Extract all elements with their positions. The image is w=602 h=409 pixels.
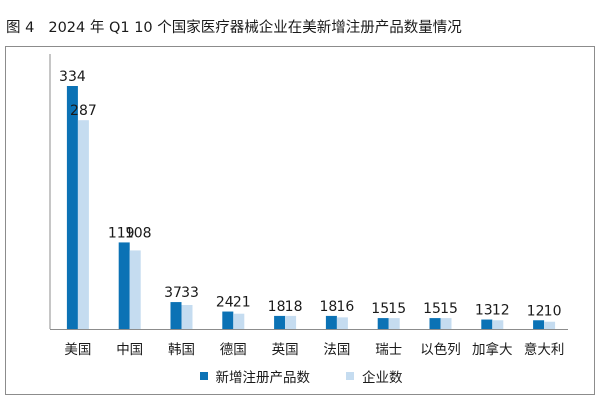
bar-新增注册产品数-加拿大 (481, 319, 493, 329)
x-tick-label-德国: 德国 (220, 342, 247, 358)
bar-企业数-英国 (285, 315, 297, 329)
data-label-series-2-美国: 287 (70, 103, 97, 119)
bar-新增注册产品数-美国 (66, 86, 78, 329)
data-label-series-1-以色列: 15 (423, 301, 441, 317)
bar-企业数-德国 (233, 313, 245, 329)
data-label-series-1-中国: 119 (108, 225, 135, 241)
data-label-series-1-加拿大: 13 (475, 303, 493, 319)
data-label-series-1-德国: 24 (216, 295, 234, 311)
data-label-series-1-法国: 18 (319, 299, 337, 315)
bar-企业数-韩国 (181, 304, 193, 329)
chart-legend: 新增注册产品数 企业数 (0, 366, 602, 386)
bar-企业数-中国 (129, 250, 141, 329)
figure-caption: 图 4 2024 年 Q1 10 个国家医疗器械企业在美新增注册产品数量情况 (6, 18, 462, 38)
data-label-series-1-美国: 334 (59, 69, 86, 85)
legend-label-series-2: 企业数 (362, 370, 403, 386)
bar-新增注册产品数-意大利 (533, 320, 545, 329)
legend-item-series-2: 企业数 (346, 366, 403, 386)
bar-新增注册产品数-德国 (222, 311, 234, 329)
bar-企业数-加拿大 (492, 320, 504, 329)
figure-number: 图 4 (6, 20, 35, 36)
figure-title: 2024 年 Q1 10 个国家医疗器械企业在美新增注册产品数量情况 (48, 20, 462, 36)
x-tick-label-英国: 英国 (272, 341, 299, 358)
x-tick-label-法国: 法国 (323, 342, 350, 358)
bar-企业数-以色列 (440, 318, 452, 329)
data-label-series-1-韩国: 37 (164, 285, 182, 301)
legend-swatch-series-2 (346, 372, 354, 380)
data-label-series-2-意大利: 10 (544, 303, 562, 319)
legend-label-series-1: 新增注册产品数 (215, 370, 311, 386)
data-label-series-2-以色列: 15 (440, 301, 458, 317)
x-tick-label-意大利: 意大利 (524, 341, 565, 358)
bar-新增注册产品数-法国 (325, 315, 337, 329)
data-label-series-2-德国: 21 (233, 295, 251, 311)
data-label-series-1-意大利: 12 (527, 303, 545, 319)
data-label-series-2-瑞士: 15 (388, 301, 406, 317)
data-label-series-2-加拿大: 12 (492, 303, 510, 319)
data-label-series-2-法国: 16 (336, 299, 354, 315)
data-label-series-1-瑞士: 15 (371, 301, 389, 317)
bar-新增注册产品数-韩国 (170, 302, 182, 329)
x-tick-label-美国: 美国 (64, 342, 91, 358)
bar-企业数-法国 (336, 317, 348, 329)
bar-企业数-意大利 (544, 321, 556, 329)
x-tick-label-以色列: 以色列 (420, 341, 461, 358)
x-tick-label-加拿大: 加拿大 (472, 341, 513, 358)
x-tick-label-韩国: 韩国 (168, 342, 195, 358)
data-label-series-2-韩国: 33 (181, 285, 199, 301)
bar-新增注册产品数-中国 (118, 242, 130, 329)
legend-item-series-1: 新增注册产品数 (199, 366, 311, 386)
data-label-series-2-中国: 108 (125, 225, 152, 241)
x-tick-label-中国: 中国 (116, 342, 143, 358)
legend-swatch-series-1 (199, 372, 208, 380)
x-tick-label-瑞士: 瑞士 (375, 342, 402, 358)
bar-企业数-美国 (77, 120, 89, 329)
bar-新增注册产品数-瑞士 (377, 318, 389, 329)
bar-企业数-瑞士 (388, 318, 400, 329)
bar-新增注册产品数-英国 (274, 315, 286, 329)
data-label-series-2-英国: 18 (285, 299, 303, 315)
bar-新增注册产品数-以色列 (429, 318, 441, 329)
data-label-series-1-英国: 18 (268, 299, 286, 315)
chart-panel (5, 46, 595, 395)
